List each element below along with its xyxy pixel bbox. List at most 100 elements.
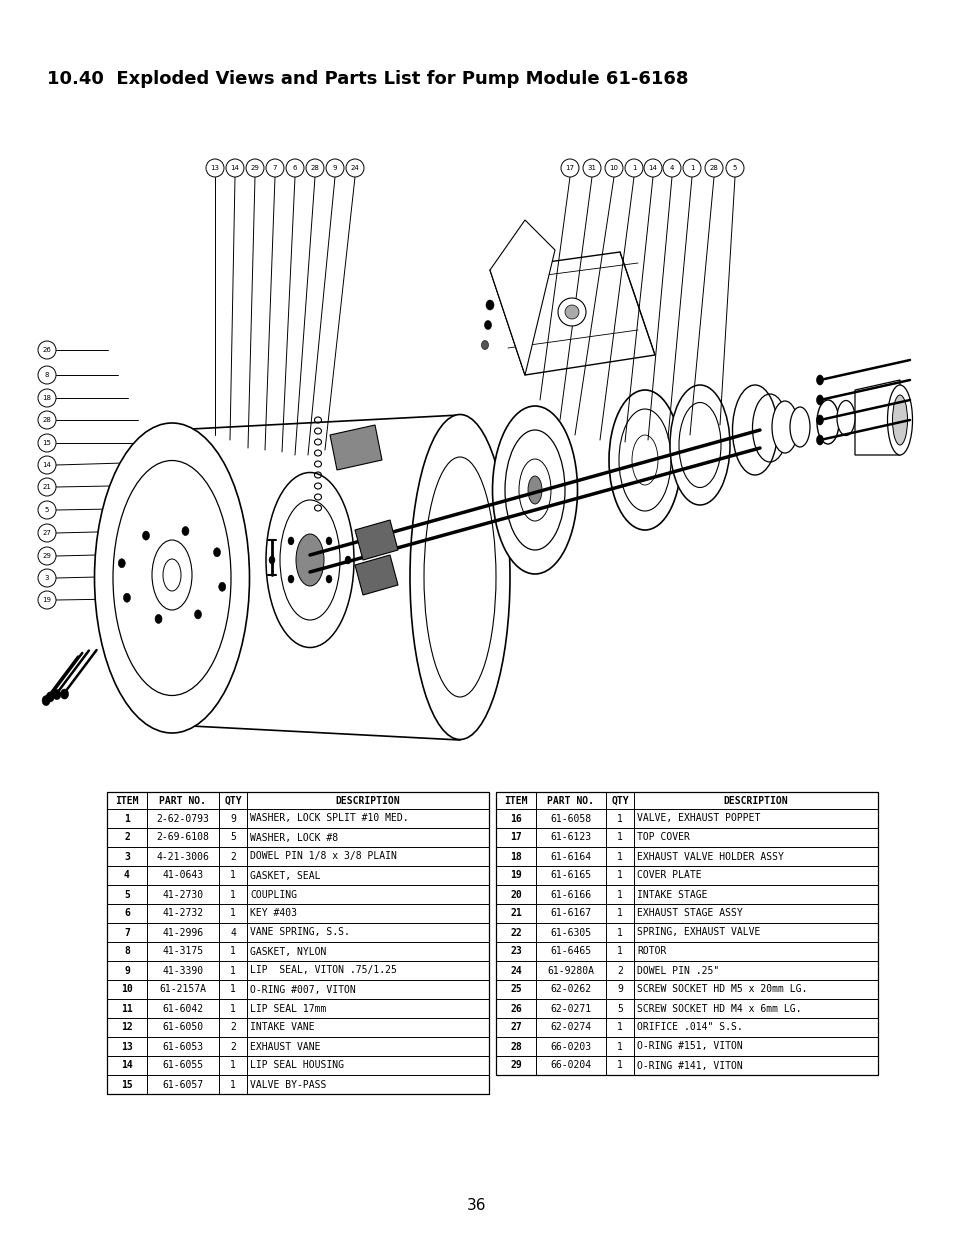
Text: 41-2730: 41-2730 xyxy=(162,889,203,899)
Text: 14: 14 xyxy=(121,1061,132,1071)
Ellipse shape xyxy=(326,576,332,583)
Text: 18: 18 xyxy=(43,395,51,401)
Text: SCREW SOCKET HD M5 x 20mm LG.: SCREW SOCKET HD M5 x 20mm LG. xyxy=(637,984,806,994)
Text: ROTOR: ROTOR xyxy=(637,946,666,956)
Text: 2: 2 xyxy=(230,1023,235,1032)
Text: 1: 1 xyxy=(617,927,622,937)
Circle shape xyxy=(682,159,700,177)
Text: 29: 29 xyxy=(510,1061,521,1071)
Text: O-RING #007, VITON: O-RING #007, VITON xyxy=(250,984,355,994)
Text: 62-0262: 62-0262 xyxy=(550,984,591,994)
Text: 24: 24 xyxy=(510,966,521,976)
Text: 5: 5 xyxy=(732,165,737,170)
Polygon shape xyxy=(355,555,397,595)
Text: KEY #403: KEY #403 xyxy=(250,909,296,919)
Ellipse shape xyxy=(492,406,577,574)
Ellipse shape xyxy=(771,401,797,453)
Circle shape xyxy=(725,159,743,177)
Text: 61-6465: 61-6465 xyxy=(550,946,591,956)
Text: 22: 22 xyxy=(510,927,521,937)
Text: 1: 1 xyxy=(230,966,235,976)
Text: 29: 29 xyxy=(43,553,51,559)
Circle shape xyxy=(38,389,56,408)
Text: 41-3390: 41-3390 xyxy=(162,966,203,976)
Text: 2: 2 xyxy=(230,1041,235,1051)
Text: LIP  SEAL, VITON .75/1.25: LIP SEAL, VITON .75/1.25 xyxy=(250,966,396,976)
Circle shape xyxy=(38,547,56,564)
Ellipse shape xyxy=(152,540,192,610)
Text: PART NO.: PART NO. xyxy=(159,795,206,805)
Circle shape xyxy=(662,159,680,177)
Text: 27: 27 xyxy=(510,1023,521,1032)
Circle shape xyxy=(226,159,244,177)
Ellipse shape xyxy=(123,593,131,603)
Text: 15: 15 xyxy=(43,440,51,446)
Text: 61-6057: 61-6057 xyxy=(162,1079,203,1089)
Text: WASHER, LOCK SPLIT #10 MED.: WASHER, LOCK SPLIT #10 MED. xyxy=(250,814,408,824)
Text: 5: 5 xyxy=(124,889,130,899)
Text: 17: 17 xyxy=(565,165,574,170)
Ellipse shape xyxy=(42,695,51,705)
Text: 16: 16 xyxy=(510,814,521,824)
Text: 5: 5 xyxy=(617,1004,622,1014)
Text: 31: 31 xyxy=(587,165,596,170)
Text: 62-0271: 62-0271 xyxy=(550,1004,591,1014)
Text: 4: 4 xyxy=(124,871,130,881)
Ellipse shape xyxy=(163,559,181,592)
Text: 10: 10 xyxy=(609,165,618,170)
Ellipse shape xyxy=(886,385,911,454)
Text: 20: 20 xyxy=(510,889,521,899)
Ellipse shape xyxy=(423,457,496,697)
Polygon shape xyxy=(330,425,381,471)
Bar xyxy=(107,792,489,1094)
Polygon shape xyxy=(854,380,899,454)
Text: 15: 15 xyxy=(121,1079,132,1089)
Ellipse shape xyxy=(631,435,658,485)
Text: 1: 1 xyxy=(230,871,235,881)
Text: DOWEL PIN .25": DOWEL PIN .25" xyxy=(637,966,719,976)
Text: 1: 1 xyxy=(689,165,694,170)
Text: 5: 5 xyxy=(230,832,235,842)
Text: 14: 14 xyxy=(231,165,239,170)
Ellipse shape xyxy=(816,375,822,385)
Text: 24: 24 xyxy=(351,165,359,170)
Ellipse shape xyxy=(94,424,250,734)
Text: 8: 8 xyxy=(45,372,50,378)
Text: 1: 1 xyxy=(617,889,622,899)
Ellipse shape xyxy=(485,300,494,310)
Text: SCREW SOCKET HD M4 x 6mm LG.: SCREW SOCKET HD M4 x 6mm LG. xyxy=(637,1004,801,1014)
Text: 6: 6 xyxy=(293,165,297,170)
Ellipse shape xyxy=(218,582,226,592)
Text: 2: 2 xyxy=(617,966,622,976)
Text: ITEM: ITEM xyxy=(504,795,527,805)
Text: GASKET, NYLON: GASKET, NYLON xyxy=(250,946,326,956)
Text: EXHAUST VANE: EXHAUST VANE xyxy=(250,1041,320,1051)
Circle shape xyxy=(286,159,304,177)
Text: INTAKE STAGE: INTAKE STAGE xyxy=(637,889,707,899)
Text: EXHAUST VALVE HOLDER ASSY: EXHAUST VALVE HOLDER ASSY xyxy=(637,851,783,862)
Text: 1: 1 xyxy=(230,1079,235,1089)
Polygon shape xyxy=(355,520,397,559)
Circle shape xyxy=(38,411,56,429)
Circle shape xyxy=(38,456,56,474)
Circle shape xyxy=(266,159,284,177)
Text: 66-0203: 66-0203 xyxy=(550,1041,591,1051)
Text: 19: 19 xyxy=(43,597,51,603)
Ellipse shape xyxy=(288,576,294,583)
Ellipse shape xyxy=(288,537,294,545)
Text: 13: 13 xyxy=(211,165,219,170)
Text: 8: 8 xyxy=(124,946,130,956)
Ellipse shape xyxy=(118,558,125,568)
Text: 4-21-3006: 4-21-3006 xyxy=(156,851,210,862)
Ellipse shape xyxy=(213,548,220,557)
Text: 11: 11 xyxy=(121,1004,132,1014)
Text: 61-6055: 61-6055 xyxy=(162,1061,203,1071)
Ellipse shape xyxy=(564,305,578,319)
Text: 41-3175: 41-3175 xyxy=(162,946,203,956)
Text: 1: 1 xyxy=(230,909,235,919)
Text: O-RING #141, VITON: O-RING #141, VITON xyxy=(637,1061,742,1071)
Text: 26: 26 xyxy=(43,347,51,353)
Text: 3: 3 xyxy=(45,576,50,580)
Text: 10: 10 xyxy=(121,984,132,994)
Text: 1: 1 xyxy=(230,1061,235,1071)
